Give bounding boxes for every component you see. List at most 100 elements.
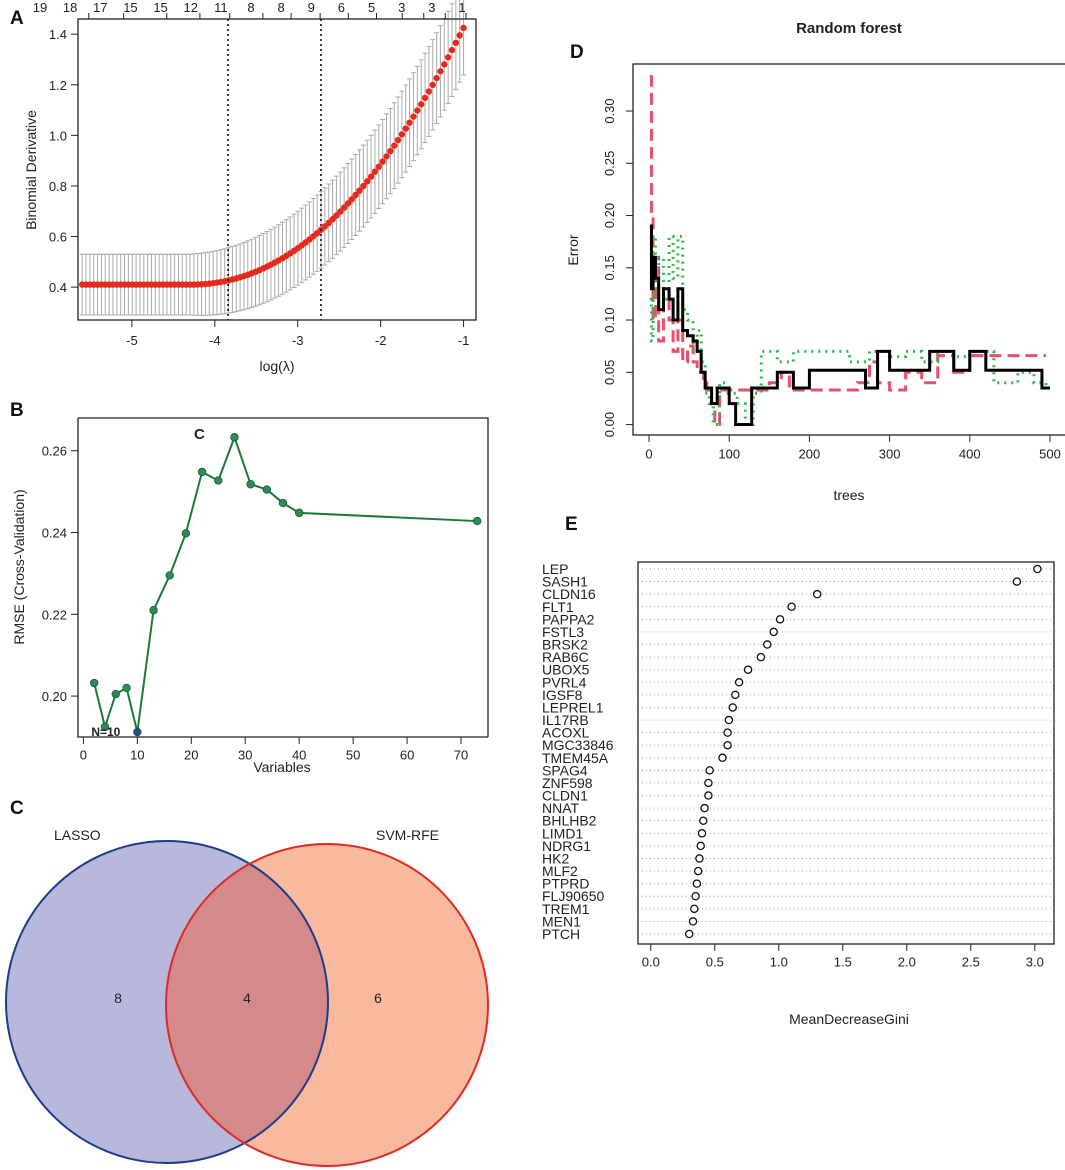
svm-point	[197, 467, 207, 477]
rf-x-tick-label: 500	[1039, 447, 1061, 462]
gini-point	[699, 816, 708, 825]
lasso-point	[333, 212, 340, 219]
lasso-point	[364, 178, 371, 185]
gini-point	[734, 678, 744, 687]
lasso-top-label: 8	[278, 0, 285, 15]
svm-point	[294, 508, 304, 518]
lasso-x-tick-label: -4	[209, 333, 221, 348]
svm-y-tick-label: 0.20	[42, 689, 67, 704]
svm-point	[111, 689, 120, 699]
gini-point	[688, 917, 698, 926]
gini-gene-label: MGC33846	[542, 737, 614, 753]
lasso-point	[398, 131, 406, 138]
lasso-point	[437, 68, 444, 75]
svm-x-tick-label: 70	[454, 748, 468, 763]
panel-label-d: D	[570, 42, 584, 63]
gini-point	[769, 627, 778, 637]
svm-point	[246, 480, 255, 489]
svm-y-tick-label: 0.26	[42, 444, 67, 459]
gini-gene-label: SASH1	[542, 574, 588, 590]
lasso-point	[391, 142, 398, 149]
panel-label-b: B	[10, 400, 24, 421]
lasso-y-tick-label: 0.8	[49, 179, 67, 194]
svm-x-tick-label: 40	[292, 748, 306, 763]
svm-x-tick-label: 60	[400, 748, 414, 763]
rf-y-tick-label: 0.15	[602, 255, 617, 280]
svm-point	[278, 498, 288, 508]
gini-point	[1033, 564, 1042, 574]
lasso-x-tick-label: -3	[292, 333, 304, 348]
lasso-point	[383, 153, 390, 160]
rf-series-class2	[649, 234, 1048, 427]
gini-x-axis-label: MeanDecreaseGini	[789, 1011, 909, 1027]
gini-gene-label: BRSK2	[542, 637, 588, 653]
gini-gene-label: CLDN1	[542, 788, 588, 804]
rf-y-tick-label: 0.05	[602, 360, 617, 385]
lasso-chart: -5 -4 -3 -2 -1 0.40.60.81.01.21.4 19 18 17 15 15…	[23, 0, 477, 374]
svm-optimal-point	[133, 727, 142, 737]
rf-series-oob	[649, 224, 1050, 427]
lasso-top-label: 3	[398, 0, 405, 15]
rf-series-class1	[649, 75, 1046, 427]
lasso-point	[379, 158, 386, 165]
rf-y-axis-label: Error	[565, 234, 581, 265]
gini-gene-label: ACOXL	[542, 725, 590, 741]
gini-x-tick-label: 0.0	[642, 955, 660, 970]
rf-x-tick-label: 200	[799, 447, 821, 462]
lasso-x-tick-label: -1	[458, 333, 470, 348]
gini-gene-label: LIMD1	[542, 825, 583, 841]
rf-x-axis-label: trees	[833, 487, 864, 503]
lasso-point	[406, 119, 413, 126]
gini-gene-label: PAPPA2	[542, 611, 595, 627]
gini-gene-label: BHLHB2	[542, 813, 597, 829]
rf-x-tick-label: 400	[959, 447, 981, 462]
svm-point	[214, 476, 223, 485]
lasso-y-tick-label: 0.4	[49, 280, 67, 295]
rf-y-tick-label: 0.10	[602, 307, 617, 332]
svm-point	[262, 485, 272, 494]
rf-x-tick-label: 100	[718, 447, 740, 462]
rf-title: Random forest	[796, 20, 902, 37]
lasso-point	[344, 200, 352, 207]
lasso-y-tick-label: 1.0	[49, 128, 67, 143]
gini-gene-label: PVRL4	[542, 674, 587, 690]
gini-gene-label: NDRG1	[542, 838, 591, 854]
gini-gene-label: IGSF8	[542, 687, 583, 703]
gini-gene-label: MLF2	[542, 863, 578, 879]
lasso-y-tick-label: 0.6	[49, 230, 67, 245]
lasso-point	[421, 94, 429, 102]
svm-rfe-chart: 0 10 20 30 40 50 60 70 0.200.220.240.26 N=10 C …	[11, 417, 489, 775]
gini-x-tick-label: 2.5	[962, 955, 980, 970]
rf-plot-frame	[632, 63, 1065, 436]
gini-point	[700, 803, 709, 813]
lasso-top-label: 15	[153, 0, 167, 15]
gini-gene-label: LEP	[542, 561, 568, 577]
svm-point	[100, 722, 110, 731]
lasso-point	[433, 74, 440, 82]
gini-plot-frame	[637, 561, 1055, 945]
svm-y-tick-label: 0.24	[42, 526, 67, 541]
lasso-point	[417, 101, 425, 108]
lasso-top-label: 5	[368, 0, 375, 15]
rf-x-tick-label: 300	[879, 447, 901, 462]
svm-x-tick-label: 10	[130, 748, 144, 763]
lasso-top-label: 11	[214, 0, 228, 15]
svm-x-tick-label: 0	[80, 748, 87, 763]
lasso-x-tick-label: -5	[126, 333, 138, 348]
lasso-point	[441, 61, 448, 68]
svm-corner-label: C	[194, 426, 205, 443]
gini-point	[691, 891, 700, 901]
lasso-top-label: 3	[428, 0, 435, 15]
panel-label-e: E	[565, 514, 578, 535]
svm-point	[89, 678, 99, 688]
lasso-top-label: 12	[183, 0, 197, 15]
gini-gene-label: IL17RB	[542, 712, 589, 728]
lasso-top-label: 1	[458, 0, 465, 15]
svm-y-axis-label: RMSE (Cross-Validation)	[11, 489, 27, 644]
gini-point	[743, 665, 753, 674]
gini-gene-label: PTCH	[542, 926, 580, 942]
gini-point	[723, 740, 732, 750]
svm-point	[165, 571, 174, 580]
svm-x-tick-label: 30	[238, 748, 252, 763]
gini-x-tick-label: 1.0	[770, 955, 788, 970]
